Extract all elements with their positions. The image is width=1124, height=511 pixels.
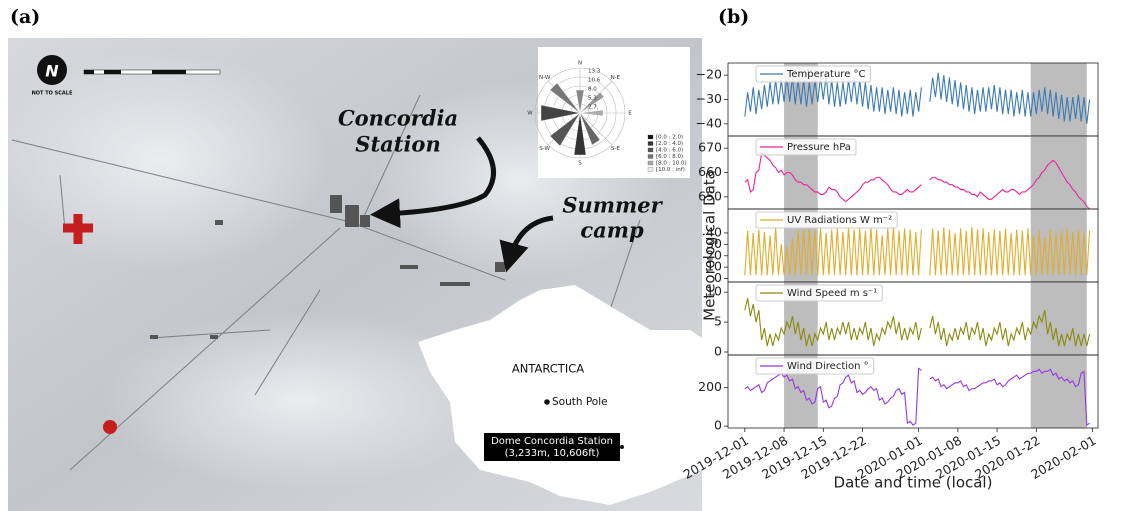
y-tick-label: 670 bbox=[698, 140, 722, 155]
camp-label: camp bbox=[580, 218, 644, 243]
rose-ring-label: 13.3 bbox=[588, 69, 601, 75]
y-axis-label: Meteorological Data bbox=[701, 170, 719, 321]
panel-frame bbox=[727, 354, 1099, 429]
legend-box bbox=[755, 138, 857, 156]
station-dot bbox=[620, 445, 624, 449]
rose-legend-label: [6.0 : 8.0) bbox=[656, 154, 683, 160]
rose-direction: S bbox=[578, 161, 582, 167]
rose-legend-label: [0.0 : 2.0) bbox=[656, 135, 683, 141]
y-tick-label: 30 bbox=[706, 236, 722, 251]
pole-label: South Pole bbox=[552, 396, 608, 408]
legend-box bbox=[755, 284, 883, 302]
north-arrow bbox=[37, 55, 67, 85]
rose-legend-swatch bbox=[647, 167, 654, 172]
rose-legend-label: [4.0 : 6.0) bbox=[656, 148, 683, 154]
snow bbox=[100, 310, 500, 490]
y-tick-label: 40 bbox=[706, 224, 722, 239]
y-tick-label: 10 bbox=[706, 284, 722, 299]
y-tick-label: 650 bbox=[698, 188, 722, 203]
legend-box bbox=[755, 65, 872, 83]
legend-label: Wind Speed m s⁻¹ bbox=[787, 288, 877, 299]
rose-legend-label: [2.0 : 4.0) bbox=[656, 141, 683, 147]
y-tick-label: 0 bbox=[714, 418, 722, 433]
antarctica-label: ANTARCTICA bbox=[512, 362, 584, 376]
rose-direction: S-E bbox=[611, 146, 620, 152]
rose-direction: N-W bbox=[539, 75, 551, 81]
series-line bbox=[744, 298, 1091, 347]
series-line bbox=[744, 151, 1090, 209]
rose-legend-swatch bbox=[647, 147, 654, 153]
legend-label: UV Radiations W m⁻² bbox=[787, 215, 892, 226]
station-box bbox=[484, 433, 620, 461]
y-tick-label: 10 bbox=[706, 259, 722, 274]
y-tick-label: 5 bbox=[714, 314, 722, 329]
y-tick-label: 20 bbox=[706, 247, 722, 262]
dome-label: Dome Concordia Station bbox=[491, 436, 613, 447]
not-to-scale: NOT TO SCALE bbox=[32, 91, 73, 97]
series-line bbox=[744, 227, 1091, 276]
y-tick-label: −20 bbox=[696, 67, 722, 82]
panel-label: (b) bbox=[718, 6, 749, 28]
legend-label: Temperature °C bbox=[786, 69, 866, 80]
rose-petals bbox=[540, 82, 605, 156]
legend-box bbox=[755, 211, 898, 229]
arrow bbox=[499, 215, 554, 273]
chart: −40 −30 −20 Temperature °C 650 660 670 Pressure… bbox=[681, 62, 1099, 492]
rose-direction: E bbox=[628, 111, 632, 117]
y-tick-label: 200 bbox=[698, 379, 722, 394]
rose-direction: W bbox=[527, 111, 533, 117]
roads bbox=[11, 94, 641, 471]
series-line bbox=[744, 72, 1091, 124]
red-dot bbox=[103, 420, 117, 434]
y-tick-label: 0 bbox=[714, 344, 722, 359]
red-cross bbox=[63, 214, 93, 244]
y-tick-label: 0 bbox=[714, 270, 722, 285]
rose-direction: S-W bbox=[539, 146, 550, 152]
dome-label: (3,233m, 10,606ft) bbox=[505, 448, 600, 459]
rose-legend-swatch bbox=[647, 141, 654, 146]
y-tick-label: −30 bbox=[696, 91, 722, 106]
scale-bar bbox=[83, 69, 221, 75]
wind-rose: N N-E E S-E S S-W W N-W 13.3 10.6 8.0 5.3 2.7 [0.0 : … bbox=[527, 47, 690, 178]
shaded-period bbox=[1030, 136, 1087, 209]
pole-dot bbox=[544, 399, 550, 405]
legend-label: Wind Direction ° bbox=[787, 361, 869, 372]
y-tick-label: −40 bbox=[696, 115, 722, 130]
rose-ring-label: 10.6 bbox=[588, 78, 601, 84]
panel-label: (a) bbox=[10, 6, 40, 28]
rose-legend-swatch bbox=[647, 134, 654, 140]
x-axis-label: Date and time (local) bbox=[834, 474, 993, 492]
legend-label: Pressure hPa bbox=[787, 142, 851, 153]
station-label: Station bbox=[355, 132, 440, 157]
series-line bbox=[744, 367, 1090, 427]
legend-box bbox=[755, 357, 875, 375]
map: N NOT TO SCALE Concordia Station Summer … bbox=[0, 38, 702, 511]
station-label: Concordia bbox=[338, 106, 458, 131]
rose-legend-swatch bbox=[647, 160, 654, 166]
rose-legend-label: [10.0 : inf) bbox=[656, 167, 685, 173]
rose-direction: N bbox=[578, 61, 582, 67]
rose-ring-label: 8.0 bbox=[588, 87, 597, 93]
rose-direction: N-E bbox=[611, 75, 621, 81]
rose-ring-label: 5.3 bbox=[588, 96, 597, 102]
rose-ring-label: 2.7 bbox=[588, 105, 597, 111]
rose-legend-label: [8.0 : 10.0) bbox=[656, 161, 687, 167]
shaded-period bbox=[1030, 355, 1087, 428]
arrow bbox=[370, 136, 496, 229]
north-letter: N bbox=[45, 62, 59, 81]
rose-legend-swatch bbox=[647, 154, 654, 159]
camp-label: Summer bbox=[562, 193, 663, 218]
y-tick-label: 660 bbox=[698, 164, 722, 179]
